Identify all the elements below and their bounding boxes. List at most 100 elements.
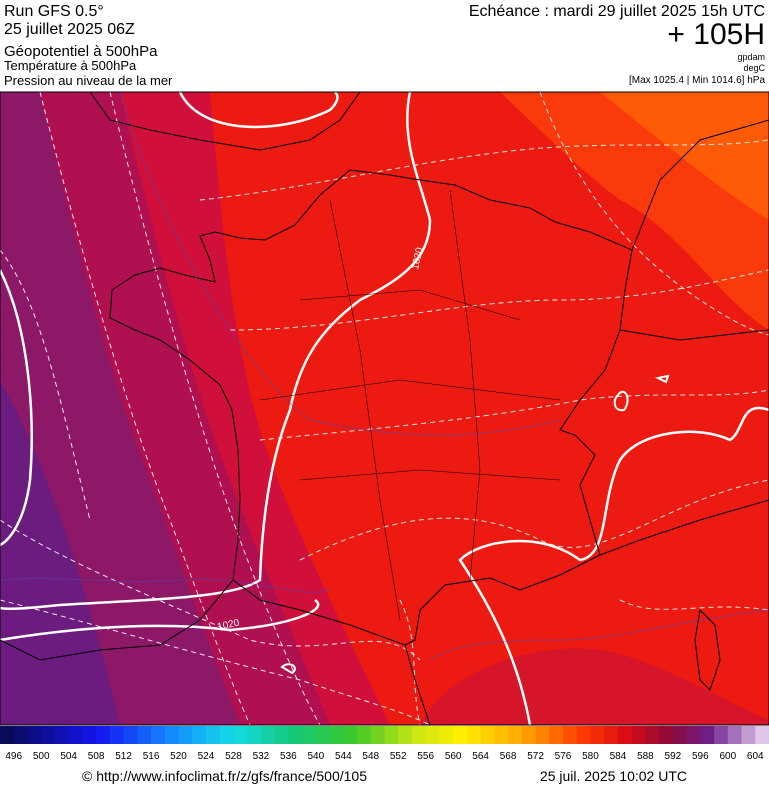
color-swatch xyxy=(13,726,28,744)
color-swatch xyxy=(192,726,207,744)
color-swatch xyxy=(714,726,729,744)
color-swatch xyxy=(439,726,454,744)
colorbar-label: 524 xyxy=(198,751,215,762)
color-swatch xyxy=(0,726,15,744)
run-label: Run GFS 0.5° xyxy=(4,3,104,20)
colorbar-label: 544 xyxy=(335,751,352,762)
color-swatch xyxy=(398,726,413,744)
color-swatch xyxy=(563,726,578,744)
color-swatch xyxy=(480,726,495,744)
colorbar-label: 512 xyxy=(115,751,132,762)
colorbar-label: 520 xyxy=(170,751,187,762)
colorbar-label: 536 xyxy=(280,751,297,762)
color-swatch xyxy=(741,726,756,744)
color-swatch xyxy=(315,726,331,744)
colorbar-label: 576 xyxy=(555,751,572,762)
colorbar-label: 532 xyxy=(253,751,270,762)
colorbar-label: 596 xyxy=(692,751,709,762)
color-swatch xyxy=(521,726,537,744)
subtitle: Température à 500hPa xyxy=(4,58,137,73)
color-swatch xyxy=(302,726,317,744)
color-swatch xyxy=(41,726,56,744)
color-swatch xyxy=(645,726,660,744)
colorbar: 496 500 504 508 512 516 520 524 528 532 536 540 544 5… xyxy=(0,726,769,762)
color-swatch xyxy=(164,726,180,744)
colorbar-label: 580 xyxy=(582,751,599,762)
color-swatch xyxy=(247,726,262,744)
color-swatch xyxy=(219,726,234,744)
colorbar-label: 540 xyxy=(307,751,324,762)
field xyxy=(420,648,769,725)
color-swatch xyxy=(27,726,42,744)
pressure-range: [Max 1025.4 | Min 1014.6] hPa xyxy=(629,75,765,86)
run-date: 25 juillet 2025 06Z xyxy=(4,21,135,38)
color-swatch xyxy=(494,726,509,744)
colorbar-label: 528 xyxy=(225,751,242,762)
colorbar-label: 548 xyxy=(362,751,379,762)
borders xyxy=(0,92,769,725)
color-swatch xyxy=(700,726,715,744)
colorbar-label: 564 xyxy=(472,751,489,762)
color-swatch xyxy=(123,726,138,744)
colorbar-label: 552 xyxy=(390,751,407,762)
map-title: Géopotentiel à 500hPa xyxy=(4,43,158,60)
color-swatch xyxy=(686,726,701,744)
color-swatch xyxy=(82,726,97,744)
forecast-time: Echéance : mardi 29 juillet 2025 15h UTC xyxy=(469,3,765,20)
color-swatch xyxy=(54,726,70,744)
map-frame xyxy=(0,91,769,726)
color-swatch xyxy=(205,726,221,744)
color-swatch xyxy=(137,726,152,744)
color-swatch xyxy=(233,726,248,744)
colorbar-label: 588 xyxy=(637,751,654,762)
colorbar-label: 516 xyxy=(143,751,160,762)
color-swatch xyxy=(178,726,193,744)
color-swatch xyxy=(96,726,111,744)
color-swatch xyxy=(151,726,166,744)
lead-time: + 105H xyxy=(667,18,765,51)
color-swatch xyxy=(343,726,358,744)
colorbar-label: 604 xyxy=(747,751,764,762)
colorbar-label: 500 xyxy=(33,751,50,762)
source-url: © http://www.infoclimat.fr/z/gfs/france/… xyxy=(82,768,367,784)
color-swatch xyxy=(329,726,344,744)
color-swatch xyxy=(659,726,674,744)
color-swatch xyxy=(260,726,276,744)
colorbar-label: 504 xyxy=(60,751,77,762)
contours xyxy=(0,92,769,661)
color-swatch xyxy=(508,726,523,744)
isotherms xyxy=(0,92,769,725)
color-swatch xyxy=(535,726,550,744)
color-swatch xyxy=(466,726,482,744)
color-swatch xyxy=(411,726,427,744)
colorbar-label: 584 xyxy=(610,751,627,762)
colorbar-label: 496 xyxy=(5,751,22,762)
unit: degC xyxy=(743,63,765,73)
colorbar-label: 556 xyxy=(417,751,434,762)
color-swatch xyxy=(288,726,303,744)
color-swatch xyxy=(617,726,633,744)
color-swatch xyxy=(590,726,605,744)
color-swatch xyxy=(357,726,372,744)
isobar-label: 1020 xyxy=(410,246,425,270)
color-swatch xyxy=(727,726,743,744)
colorbar-label: 572 xyxy=(527,751,544,762)
colorbar-label: 560 xyxy=(445,751,462,762)
colorbar-label: 592 xyxy=(665,751,682,762)
colorbar-label: 600 xyxy=(719,751,736,762)
color-swatch xyxy=(672,726,688,744)
color-swatch xyxy=(576,726,591,744)
color-swatch xyxy=(274,726,289,744)
color-swatch xyxy=(604,726,619,744)
color-swatch xyxy=(755,726,769,744)
color-swatch xyxy=(109,726,125,744)
color-swatch xyxy=(384,726,399,744)
isobar-label: 1020 xyxy=(216,617,240,632)
color-swatch xyxy=(370,726,385,744)
color-swatch xyxy=(425,726,440,744)
color-swatch xyxy=(453,726,468,744)
map xyxy=(0,92,769,725)
unit: gpdam xyxy=(737,52,765,62)
color-swatch xyxy=(631,726,646,744)
